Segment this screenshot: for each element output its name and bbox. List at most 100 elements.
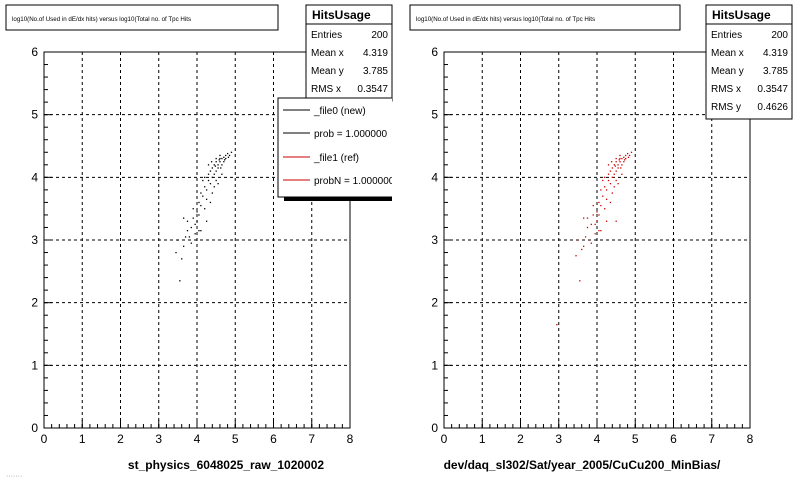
scatter-point — [204, 176, 206, 179]
scatter-point — [630, 151, 633, 153]
right-grid — [444, 52, 750, 428]
scatter-point — [607, 179, 610, 182]
scatter-point — [609, 183, 612, 185]
scatter-point — [605, 189, 608, 191]
y-tick-label: 3 — [31, 233, 38, 247]
scatter-point — [211, 192, 213, 194]
scatter-point — [215, 161, 217, 163]
left-footer-label: st_physics_6048025_raw_1020002 — [128, 458, 324, 472]
scatter-point — [205, 198, 208, 200]
scatter-point — [615, 220, 617, 222]
right-footer-label: dev/daq_sl302/Sat/year_2005/CuCu200_MinB… — [444, 458, 721, 472]
scatter-point — [181, 258, 183, 260]
scatter-point — [209, 170, 212, 172]
scatter-point — [604, 186, 606, 188]
scatter-point — [615, 170, 617, 172]
y-tick-label: 2 — [31, 296, 38, 310]
legend-entry-label: _file0 (new) — [313, 106, 366, 117]
scatter-point — [583, 217, 585, 219]
scatter-point — [577, 239, 579, 241]
scatter-point — [615, 179, 617, 182]
scatter-point — [217, 167, 219, 169]
scatter-point — [621, 173, 623, 175]
y-tick-label: 1 — [31, 358, 38, 372]
right-plot-title: log10(No.of Used in dE/dx hits) versus l… — [416, 16, 595, 23]
x-tick-label: 8 — [347, 432, 354, 446]
scatter-point — [198, 201, 200, 204]
scatter-point — [211, 176, 213, 179]
left-stats-value: 4.319 — [363, 48, 388, 59]
scatter-point — [584, 236, 587, 238]
left-stats-name: HitsUsage — [312, 8, 371, 22]
scatter-point — [192, 217, 194, 219]
scatter-point — [215, 179, 217, 182]
x-tick-label: 0 — [41, 432, 48, 446]
scatter-point — [230, 151, 233, 153]
right-stats-label: Entries — [711, 30, 742, 41]
right-stats-label: Mean y — [711, 66, 744, 77]
scatter-point — [217, 164, 219, 166]
scatter-point — [617, 167, 619, 169]
scatter-point — [619, 157, 621, 160]
scatter-point — [617, 183, 619, 185]
scatter-point — [617, 164, 619, 166]
scatter-point — [207, 173, 210, 175]
scatter-point — [210, 161, 213, 163]
y-tick-label: 3 — [431, 233, 438, 247]
scatter-point — [211, 167, 213, 169]
scatter-point — [225, 154, 227, 157]
y-tick-label: 4 — [31, 170, 38, 184]
scatter-point — [228, 154, 231, 157]
scatter-point — [179, 280, 181, 282]
scatter-point — [594, 233, 596, 235]
scatter-point — [613, 186, 615, 188]
scatter-point — [227, 152, 229, 155]
scatter-point — [586, 226, 589, 229]
scatter-point — [225, 157, 227, 160]
legend-entry-label: _file1 (ref) — [313, 153, 359, 164]
x-tick-label: 1 — [479, 432, 486, 446]
scatter-point — [602, 179, 604, 182]
scatter-point — [590, 223, 592, 226]
right-stats-value: 3.785 — [763, 66, 788, 77]
x-tick-label: 0 — [441, 432, 448, 446]
scatter-point — [621, 164, 623, 166]
x-tick-label: 5 — [632, 432, 639, 446]
left-panel: log10(No.of Used in dE/dx hits) versus l… — [5, 4, 393, 480]
scatter-point — [200, 204, 202, 207]
scatter-point — [611, 176, 613, 179]
scatter-point — [598, 214, 600, 216]
left-legend: _file0 (new) prob = 1.000000 _file1 (ref… — [277, 97, 392, 201]
left-stats-label: Mean y — [311, 66, 344, 77]
scatter-point — [611, 167, 613, 169]
scatter-point — [196, 211, 198, 213]
x-tick-label: 3 — [155, 432, 162, 446]
scatter-point — [183, 217, 185, 219]
scatter-point — [213, 173, 215, 175]
scatter-point — [605, 220, 608, 222]
left-stats-value: 200 — [371, 30, 388, 41]
y-tick-label: 0 — [431, 421, 438, 435]
right-stats-name: HitsUsage — [712, 8, 771, 22]
scatter-point — [609, 201, 612, 204]
scatter-point — [618, 159, 620, 161]
scatter-point — [623, 161, 625, 163]
scatter-point — [583, 245, 585, 247]
right-stats-value: 200 — [771, 30, 788, 41]
scatter-point — [198, 230, 200, 232]
scatter-point — [628, 154, 631, 157]
scatter-point — [609, 170, 612, 172]
scatter-point — [227, 156, 230, 158]
y-tick-label: 2 — [431, 296, 438, 310]
scatter-point — [207, 164, 210, 166]
scatter-point — [219, 154, 221, 157]
legend-entry-label: prob = 1.000000 — [314, 129, 388, 140]
scatter-point — [575, 255, 577, 257]
scatter-point — [183, 245, 185, 247]
scatter-point — [590, 242, 592, 244]
x-tick-label: 4 — [194, 432, 201, 446]
right-stats-box: HitsUsage Entries 200 Mean x 4.319 Mean … — [705, 4, 793, 120]
scatter-point — [600, 204, 602, 207]
scatter-point — [625, 157, 627, 160]
